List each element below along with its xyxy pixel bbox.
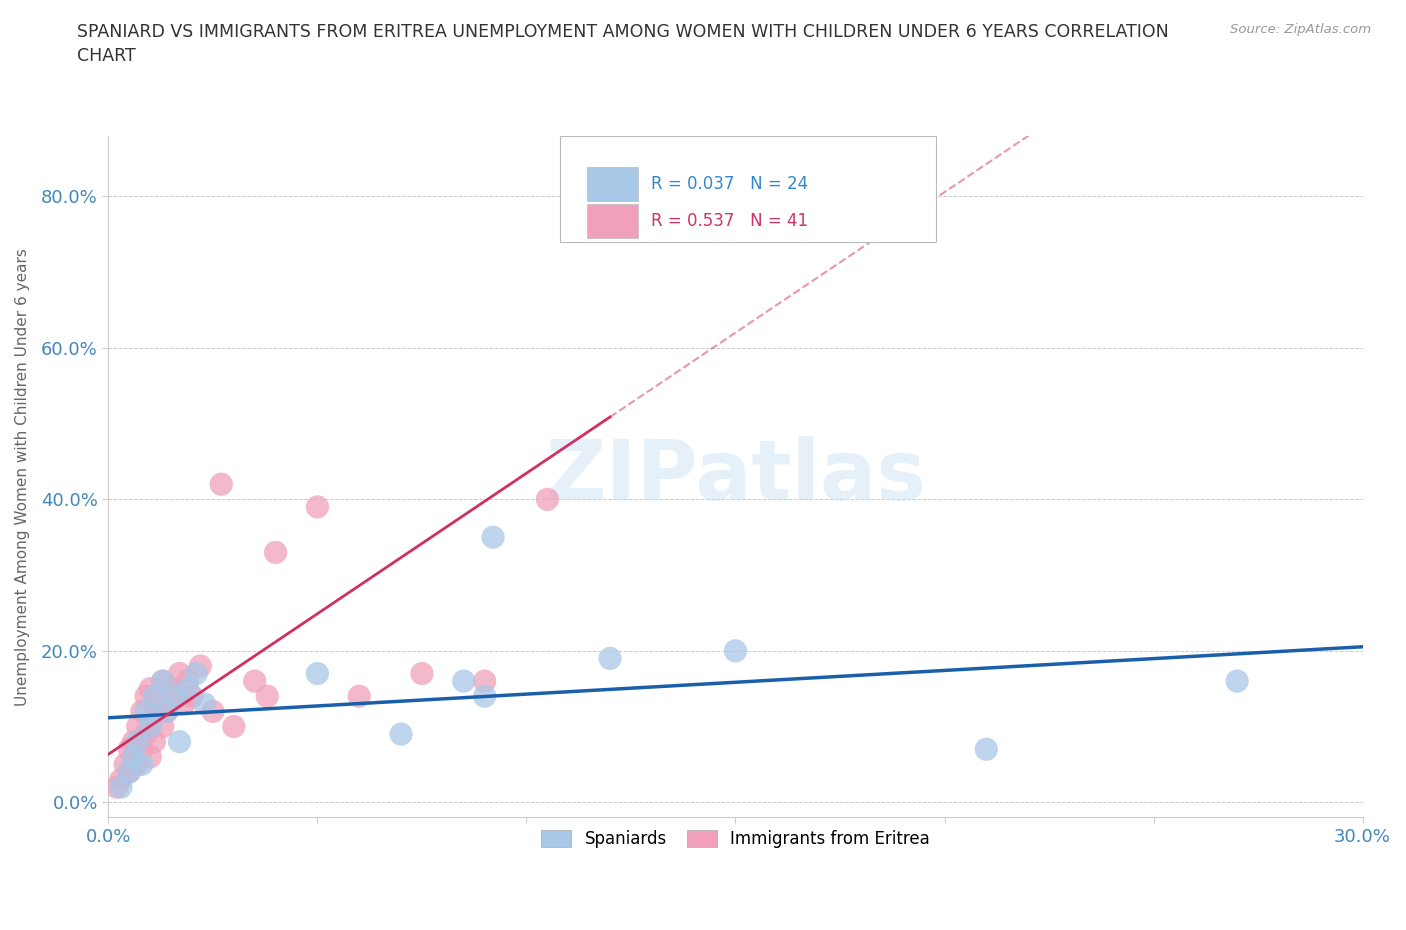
Point	[599, 196, 621, 211]
Text: SPANIARD VS IMMIGRANTS FROM ERITREA UNEMPLOYMENT AMONG WOMEN WITH CHILDREN UNDER: SPANIARD VS IMMIGRANTS FROM ERITREA UNEM…	[77, 23, 1168, 65]
Point	[131, 757, 153, 772]
Point	[118, 764, 141, 779]
Point	[139, 719, 162, 734]
Point	[152, 673, 174, 688]
Point	[307, 499, 329, 514]
Point	[135, 689, 157, 704]
Point	[122, 750, 145, 764]
Text: Source: ZipAtlas.com: Source: ZipAtlas.com	[1230, 23, 1371, 36]
Point	[536, 492, 558, 507]
Point	[599, 651, 621, 666]
FancyBboxPatch shape	[588, 167, 638, 201]
Point	[169, 735, 191, 750]
Text: ZIPatlas: ZIPatlas	[546, 436, 927, 517]
Point	[135, 704, 157, 719]
Point	[243, 673, 266, 688]
Point	[143, 697, 166, 711]
Point	[110, 779, 132, 794]
Point	[156, 704, 179, 719]
Point	[222, 719, 245, 734]
Point	[139, 682, 162, 697]
Text: R = 0.037   N = 24: R = 0.037 N = 24	[651, 175, 808, 193]
Point	[135, 726, 157, 741]
Point	[127, 719, 149, 734]
Point	[118, 742, 141, 757]
Point	[122, 750, 145, 764]
Point	[724, 644, 747, 658]
Point	[156, 704, 179, 719]
Point	[474, 689, 496, 704]
FancyBboxPatch shape	[588, 204, 638, 238]
FancyBboxPatch shape	[560, 136, 936, 242]
Point	[165, 689, 187, 704]
Point	[139, 750, 162, 764]
Point	[118, 764, 141, 779]
Point	[152, 719, 174, 734]
Point	[122, 735, 145, 750]
Point	[169, 666, 191, 681]
Point	[127, 757, 149, 772]
Point	[186, 666, 208, 681]
Point	[1226, 673, 1249, 688]
Point	[139, 719, 162, 734]
Point	[143, 689, 166, 704]
Point	[148, 704, 170, 719]
Point	[177, 673, 200, 688]
Point	[160, 682, 183, 697]
Point	[131, 704, 153, 719]
Point	[114, 757, 136, 772]
Point	[474, 673, 496, 688]
Point	[127, 735, 149, 750]
Point	[143, 735, 166, 750]
Y-axis label: Unemployment Among Women with Children Under 6 years: Unemployment Among Women with Children U…	[15, 247, 30, 706]
Point	[209, 477, 232, 492]
Point	[389, 726, 412, 741]
Point	[193, 697, 215, 711]
Point	[201, 704, 224, 719]
Point	[307, 666, 329, 681]
Point	[411, 666, 433, 681]
Point	[349, 689, 371, 704]
Point	[173, 697, 195, 711]
Point	[453, 673, 475, 688]
Point	[190, 658, 212, 673]
Point	[264, 545, 287, 560]
Point	[131, 742, 153, 757]
Point	[152, 673, 174, 688]
Point	[105, 779, 128, 794]
Point	[110, 772, 132, 787]
Point	[482, 530, 505, 545]
Point	[256, 689, 278, 704]
Point	[177, 682, 200, 697]
Legend: Spaniards, Immigrants from Eritrea: Spaniards, Immigrants from Eritrea	[533, 822, 938, 857]
Point	[181, 689, 204, 704]
Text: R = 0.537   N = 41: R = 0.537 N = 41	[651, 212, 808, 230]
Point	[976, 742, 998, 757]
Point	[165, 689, 187, 704]
